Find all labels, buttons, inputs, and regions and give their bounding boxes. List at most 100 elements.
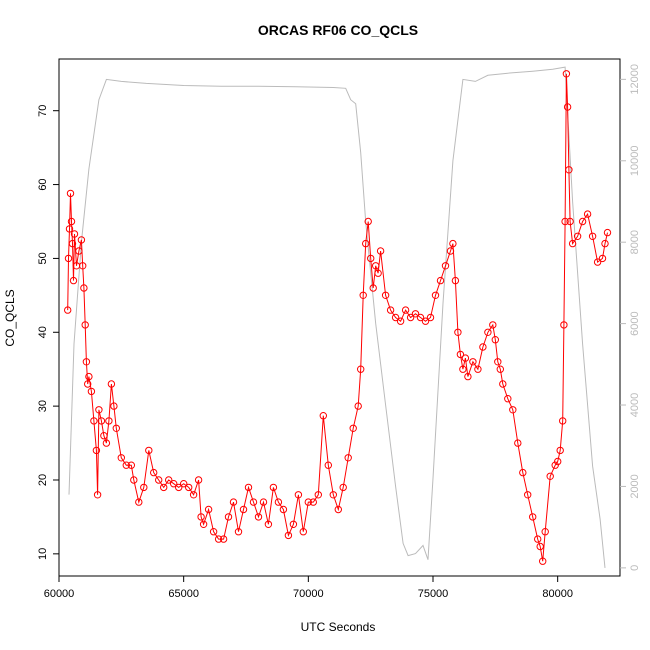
data-point (565, 166, 573, 174)
data-point (259, 498, 268, 506)
data-point (456, 350, 465, 359)
data-point (64, 254, 73, 263)
chart-title: ORCAS RF06 CO_QCLS (258, 22, 418, 38)
data-point (454, 328, 462, 336)
data-point (324, 461, 332, 469)
data-point (416, 313, 425, 322)
data-point (80, 284, 88, 292)
data-point (110, 402, 118, 410)
data-point (369, 284, 377, 292)
data-point (140, 483, 148, 492)
data-point (474, 365, 482, 373)
y-tick-label: 20 (37, 474, 49, 486)
data-point (362, 239, 370, 248)
data-point (135, 498, 143, 506)
data-point (441, 262, 450, 270)
data-point (359, 291, 367, 299)
data-point (264, 520, 273, 528)
data-point (539, 557, 547, 565)
series-line-right (68, 66, 606, 568)
data-point (160, 483, 168, 492)
data-point (105, 417, 113, 425)
data-point (491, 336, 499, 344)
data-point (244, 483, 253, 492)
data-point (381, 291, 390, 299)
data-point (197, 513, 205, 521)
data-point (69, 276, 78, 285)
data-point (479, 343, 487, 351)
data-point (304, 498, 312, 506)
data-point (64, 306, 72, 314)
data-point (229, 498, 238, 506)
y2-tick-label: 10000 (629, 145, 641, 176)
data-point (92, 446, 101, 455)
x-tick-label: 80000 (542, 588, 573, 600)
data-point (284, 531, 293, 540)
data-point (269, 483, 278, 492)
data-point (334, 505, 342, 514)
data-point (601, 239, 609, 248)
data-point (556, 446, 564, 455)
data-point (239, 505, 248, 514)
data-point (66, 189, 75, 198)
data-point (289, 520, 298, 528)
data-point (209, 528, 218, 536)
y-tick-label: 70 (37, 105, 49, 117)
data-point (603, 228, 612, 237)
data-point (391, 313, 400, 322)
data-point (459, 365, 467, 373)
data-point (431, 291, 440, 299)
series-layer (64, 66, 612, 568)
data-point (145, 446, 153, 455)
data-point (130, 476, 138, 484)
series-line-left (67, 73, 608, 562)
y2-tick-label: 4000 (629, 393, 641, 417)
data-point (534, 535, 542, 543)
data-point (90, 417, 98, 425)
data-point (449, 239, 457, 248)
y2-tick-label: 6000 (629, 311, 641, 335)
data-point (279, 505, 288, 514)
data-point (593, 258, 602, 266)
data-point (562, 70, 571, 78)
data-point (234, 528, 243, 536)
y-tick-label: 10 (37, 548, 49, 560)
data-point (254, 513, 263, 521)
data-point (70, 230, 79, 238)
data-point (568, 239, 577, 248)
data-point (588, 232, 597, 241)
data-point (372, 262, 380, 270)
data-point (117, 454, 126, 462)
data-point (75, 247, 83, 255)
y-tick-label: 50 (37, 252, 49, 264)
data-point (77, 236, 86, 244)
data-point (421, 317, 430, 325)
data-point (541, 528, 549, 536)
data-point (524, 491, 532, 499)
data-point (509, 406, 517, 414)
data-point (561, 217, 569, 226)
data-point (401, 306, 410, 314)
y-axis-label: CO_QCLS (3, 289, 17, 346)
data-point (583, 210, 592, 218)
data-point (494, 358, 502, 366)
y2-tick-label: 0 (629, 565, 641, 571)
data-point (436, 276, 445, 285)
data-point (214, 535, 223, 543)
x-axis-label: UTC Seconds (301, 620, 376, 634)
data-point (67, 217, 76, 226)
data-point (194, 476, 203, 484)
data-point (79, 262, 87, 270)
data-point (175, 483, 183, 492)
data-point (249, 498, 258, 506)
data-point (446, 247, 455, 255)
data-point (309, 498, 317, 506)
data-point (560, 321, 568, 329)
data-point (496, 365, 504, 373)
x-tick-label: 65000 (168, 588, 199, 600)
data-point (484, 328, 492, 336)
data-point (578, 217, 587, 226)
data-point (536, 542, 544, 551)
data-point (349, 424, 357, 432)
